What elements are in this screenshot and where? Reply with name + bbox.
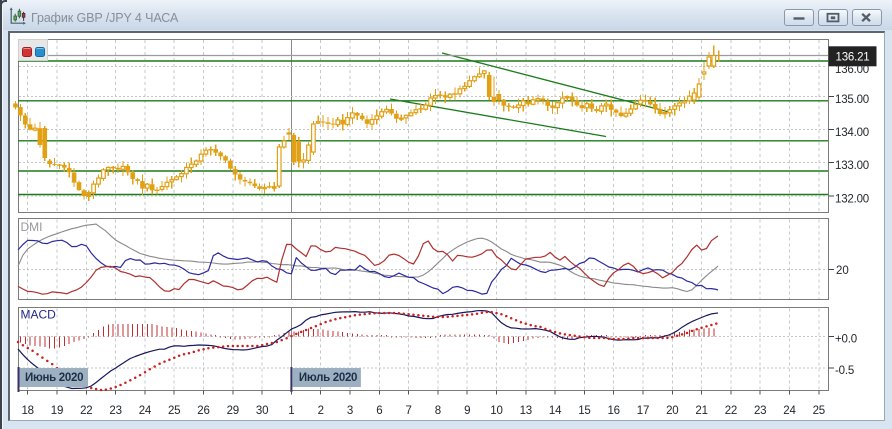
svg-text:17: 17 bbox=[637, 405, 649, 417]
svg-text:3: 3 bbox=[347, 405, 353, 417]
svg-text:29: 29 bbox=[227, 405, 239, 417]
svg-text:1: 1 bbox=[288, 405, 294, 417]
svg-text:19: 19 bbox=[51, 405, 63, 417]
svg-text:134.00: 134.00 bbox=[835, 127, 869, 139]
svg-text:22: 22 bbox=[80, 405, 92, 417]
svg-text:22: 22 bbox=[725, 405, 737, 417]
svg-text:25: 25 bbox=[813, 405, 825, 417]
svg-text:2: 2 bbox=[318, 405, 324, 417]
svg-text:Июль 2020: Июль 2020 bbox=[299, 372, 357, 384]
svg-text:13: 13 bbox=[520, 405, 532, 417]
svg-text:20: 20 bbox=[666, 405, 678, 417]
svg-text:20: 20 bbox=[836, 265, 849, 277]
svg-text:9: 9 bbox=[464, 405, 470, 417]
svg-text:23: 23 bbox=[109, 405, 121, 417]
svg-text:14: 14 bbox=[549, 405, 562, 417]
svg-text:7: 7 bbox=[405, 405, 411, 417]
svg-text:24: 24 bbox=[783, 405, 796, 417]
svg-text:15: 15 bbox=[578, 405, 590, 417]
svg-text:135.00: 135.00 bbox=[835, 94, 869, 106]
svg-text:23: 23 bbox=[754, 405, 766, 417]
svg-text:16: 16 bbox=[607, 405, 619, 417]
svg-text:24: 24 bbox=[139, 405, 152, 417]
svg-text:10: 10 bbox=[490, 405, 502, 417]
svg-text:133.00: 133.00 bbox=[835, 160, 869, 172]
svg-text:8: 8 bbox=[435, 405, 441, 417]
svg-text:+0.0: +0.0 bbox=[835, 333, 857, 345]
svg-text:6: 6 bbox=[376, 405, 382, 417]
svg-text:136.00: 136.00 bbox=[835, 64, 869, 76]
svg-text:25: 25 bbox=[168, 405, 180, 417]
svg-text:DMI: DMI bbox=[21, 220, 43, 234]
svg-text:18: 18 bbox=[21, 405, 33, 417]
svg-text:30: 30 bbox=[256, 405, 268, 417]
svg-text:-0.5: -0.5 bbox=[835, 365, 854, 377]
svg-text:136.21: 136.21 bbox=[836, 52, 870, 64]
svg-text:26: 26 bbox=[197, 405, 209, 417]
svg-text:Июнь 2020: Июнь 2020 bbox=[25, 372, 83, 384]
svg-text:MACD: MACD bbox=[21, 308, 57, 322]
svg-text:21: 21 bbox=[695, 405, 707, 417]
svg-text:132.00: 132.00 bbox=[835, 194, 869, 206]
